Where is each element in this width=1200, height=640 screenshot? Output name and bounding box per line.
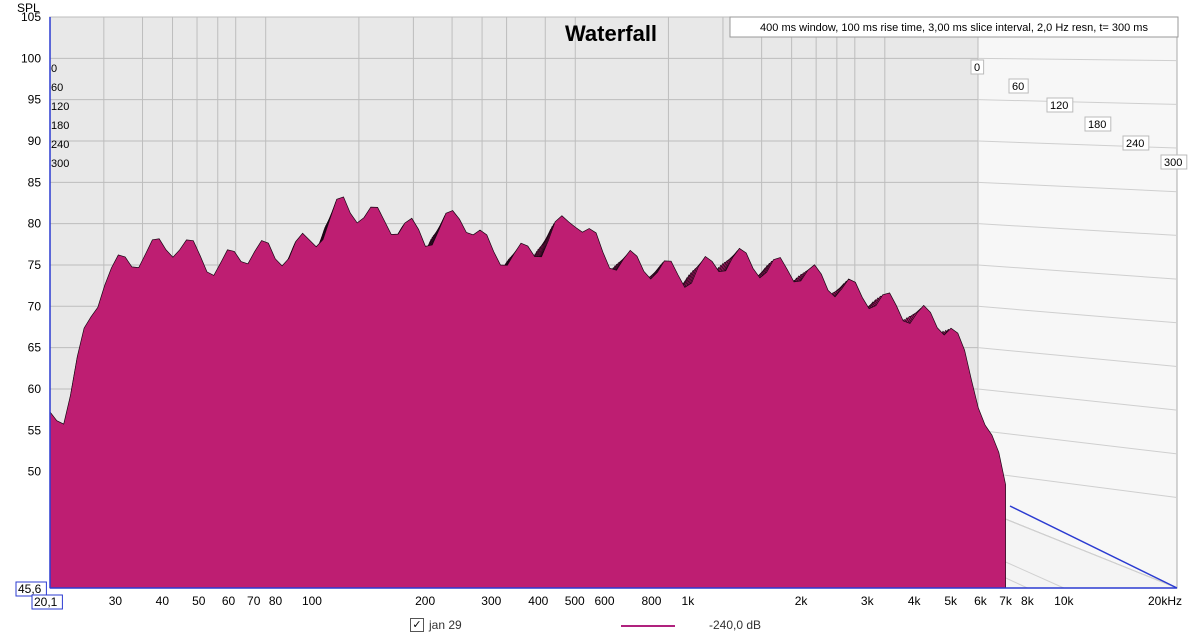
time-tick-box (1008, 78, 1029, 94)
x-tick-label: 40 (156, 594, 170, 608)
tick-labels: 105 100 95 90 85 80 75 70 65 60 55 50 30 40 50 60 70 80 10… (15, 10, 1188, 610)
x-tick-label: 8k (1021, 594, 1035, 608)
x-tick-label: 500 (565, 594, 585, 608)
x-tick-label: 7k (999, 594, 1013, 608)
x-tick-label: 2k (795, 594, 809, 608)
y-tick-label: 70 (28, 299, 42, 313)
x-tick-label: 400 (528, 594, 548, 608)
y-tick-label: 65 (28, 341, 42, 355)
x-tick-label: 100 (302, 594, 322, 608)
y-axis-label: SPL (17, 1, 40, 15)
time-tick-label-left: 60 (51, 82, 63, 94)
time-tick-label-left: 300 (51, 158, 69, 170)
chart-title: Waterfall (565, 21, 657, 46)
y-tick-label: 80 (28, 217, 42, 231)
time-tick-box (1160, 154, 1188, 170)
y-tick-label: 85 (28, 175, 42, 189)
time-tick-box (1122, 135, 1150, 151)
time-tick-label-right: 0 (974, 62, 980, 74)
grid-side (977, 223, 1178, 236)
grid-side (977, 429, 1178, 455)
grid-floor (977, 507, 1178, 589)
time-axis (1009, 505, 1178, 589)
grid-side (977, 347, 1178, 367)
time-tick-label-right: 300 (1164, 157, 1182, 169)
grid-side (977, 264, 1178, 280)
time-tick-label-right: 240 (1126, 138, 1144, 150)
x-tick-label: 80 (269, 594, 283, 608)
grid-side (977, 57, 1178, 62)
time-tick-label-right: 180 (1088, 119, 1106, 131)
info-box: 400 ms window, 100 ms rise time, 3,00 ms… (729, 16, 1179, 38)
time-tick-box (970, 59, 985, 75)
time-tick-label-left: 0 (51, 63, 57, 75)
axes (49, 17, 1178, 589)
side-wall (977, 16, 1178, 589)
x-tick-label: 50 (192, 594, 206, 608)
x-tick-label: 1k (682, 594, 696, 608)
time-tick-label-left: 180 (51, 120, 69, 132)
x-min-label-box (31, 594, 63, 610)
series-swatch (621, 625, 675, 627)
y-tick-label: 100 (21, 51, 41, 65)
grid-side (977, 388, 1178, 411)
x-tick-label: 3k (861, 594, 875, 608)
grid-side (977, 181, 1178, 193)
x-tick-label: 10k (1054, 594, 1074, 608)
grid-side (977, 99, 1178, 105)
y-min-label-box (15, 581, 47, 597)
x-tick-label: 4k (908, 594, 922, 608)
floor-db-label: -240,0 dB (709, 618, 762, 632)
y-tick-label: 60 (28, 382, 42, 396)
time-tick-label-left: 120 (51, 101, 69, 113)
x-tick-label: 6k (974, 594, 988, 608)
x-tick-label: 600 (594, 594, 614, 608)
y-tick-label: 95 (28, 93, 42, 107)
x-tick-label: 60 (222, 594, 236, 608)
waterfall-slices (49, 196, 1006, 589)
legend: ✓ jan 29 -240,0 dB (0, 616, 1200, 636)
time-tick-label-right: 120 (1050, 100, 1068, 112)
x-min-label: 20,1 (34, 595, 58, 609)
info-text: 400 ms window, 100 ms rise time, 3,00 ms… (760, 22, 1148, 34)
time-tick-label-right: 60 (1012, 81, 1024, 93)
x-tick-label: 200 (415, 594, 435, 608)
x-tick-label: 5k (944, 594, 958, 608)
x-tick-label: 20kHz (1148, 594, 1182, 608)
series-name: jan 29 (429, 618, 462, 632)
waterfall-slice (49, 196, 1006, 589)
time-tick-box (1046, 97, 1074, 113)
y-tick-label: 55 (28, 423, 42, 437)
y-tick-label: 75 (28, 258, 42, 272)
grid-side (977, 305, 1178, 324)
x-tick-label: 300 (481, 594, 501, 608)
time-tick-box (1084, 116, 1112, 132)
series-checkbox[interactable]: ✓ (410, 618, 424, 632)
x-tick-label: 30 (109, 594, 123, 608)
x-tick-label: 800 (641, 594, 661, 608)
y-tick-label: 105 (21, 10, 41, 24)
y-min-label: 45,6 (18, 582, 42, 596)
grid-side (977, 471, 1178, 499)
y-tick-label: 90 (28, 134, 42, 148)
y-tick-label: 50 (28, 465, 42, 479)
x-tick-label: 70 (247, 594, 261, 608)
time-tick-label-left: 240 (51, 139, 69, 151)
